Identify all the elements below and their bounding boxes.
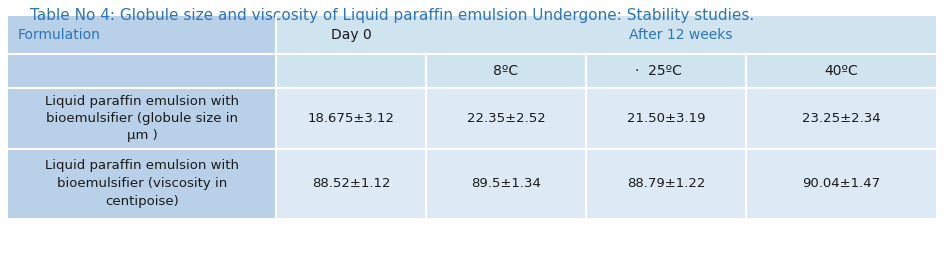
- Text: 23.25±2.34: 23.25±2.34: [801, 112, 881, 125]
- Text: Table No 4: Globule size and viscosity of Liquid paraffin emulsion Undergone: St: Table No 4: Globule size and viscosity o…: [30, 8, 754, 23]
- Text: 90.04±1.47: 90.04±1.47: [802, 177, 880, 190]
- Text: Liquid paraffin emulsion with
bioemulsifier (viscosity in
centipoise): Liquid paraffin emulsion with bioemulsif…: [45, 159, 239, 207]
- Text: 18.675±3.12: 18.675±3.12: [308, 112, 395, 125]
- Text: 89.5±1.34: 89.5±1.34: [471, 177, 541, 190]
- Text: 22.35±2.52: 22.35±2.52: [466, 112, 546, 125]
- Text: 21.50±3.19: 21.50±3.19: [627, 112, 705, 125]
- Text: 88.79±1.22: 88.79±1.22: [627, 177, 705, 190]
- Text: ·  25ºC: · 25ºC: [634, 64, 682, 78]
- Text: After 12 weeks: After 12 weeks: [630, 28, 733, 42]
- Text: Liquid paraffin emulsion with
bioemulsifier (globule size in
μm ): Liquid paraffin emulsion with bioemulsif…: [45, 94, 239, 142]
- Bar: [276, 88, 936, 218]
- Bar: [276, 16, 936, 88]
- Text: 88.52±1.12: 88.52±1.12: [312, 177, 390, 190]
- Text: Day 0: Day 0: [330, 28, 371, 42]
- Text: Formulation: Formulation: [18, 28, 101, 42]
- Text: 40ºC: 40ºC: [824, 64, 858, 78]
- Bar: [8, 16, 936, 218]
- Text: 8ºC: 8ºC: [494, 64, 518, 78]
